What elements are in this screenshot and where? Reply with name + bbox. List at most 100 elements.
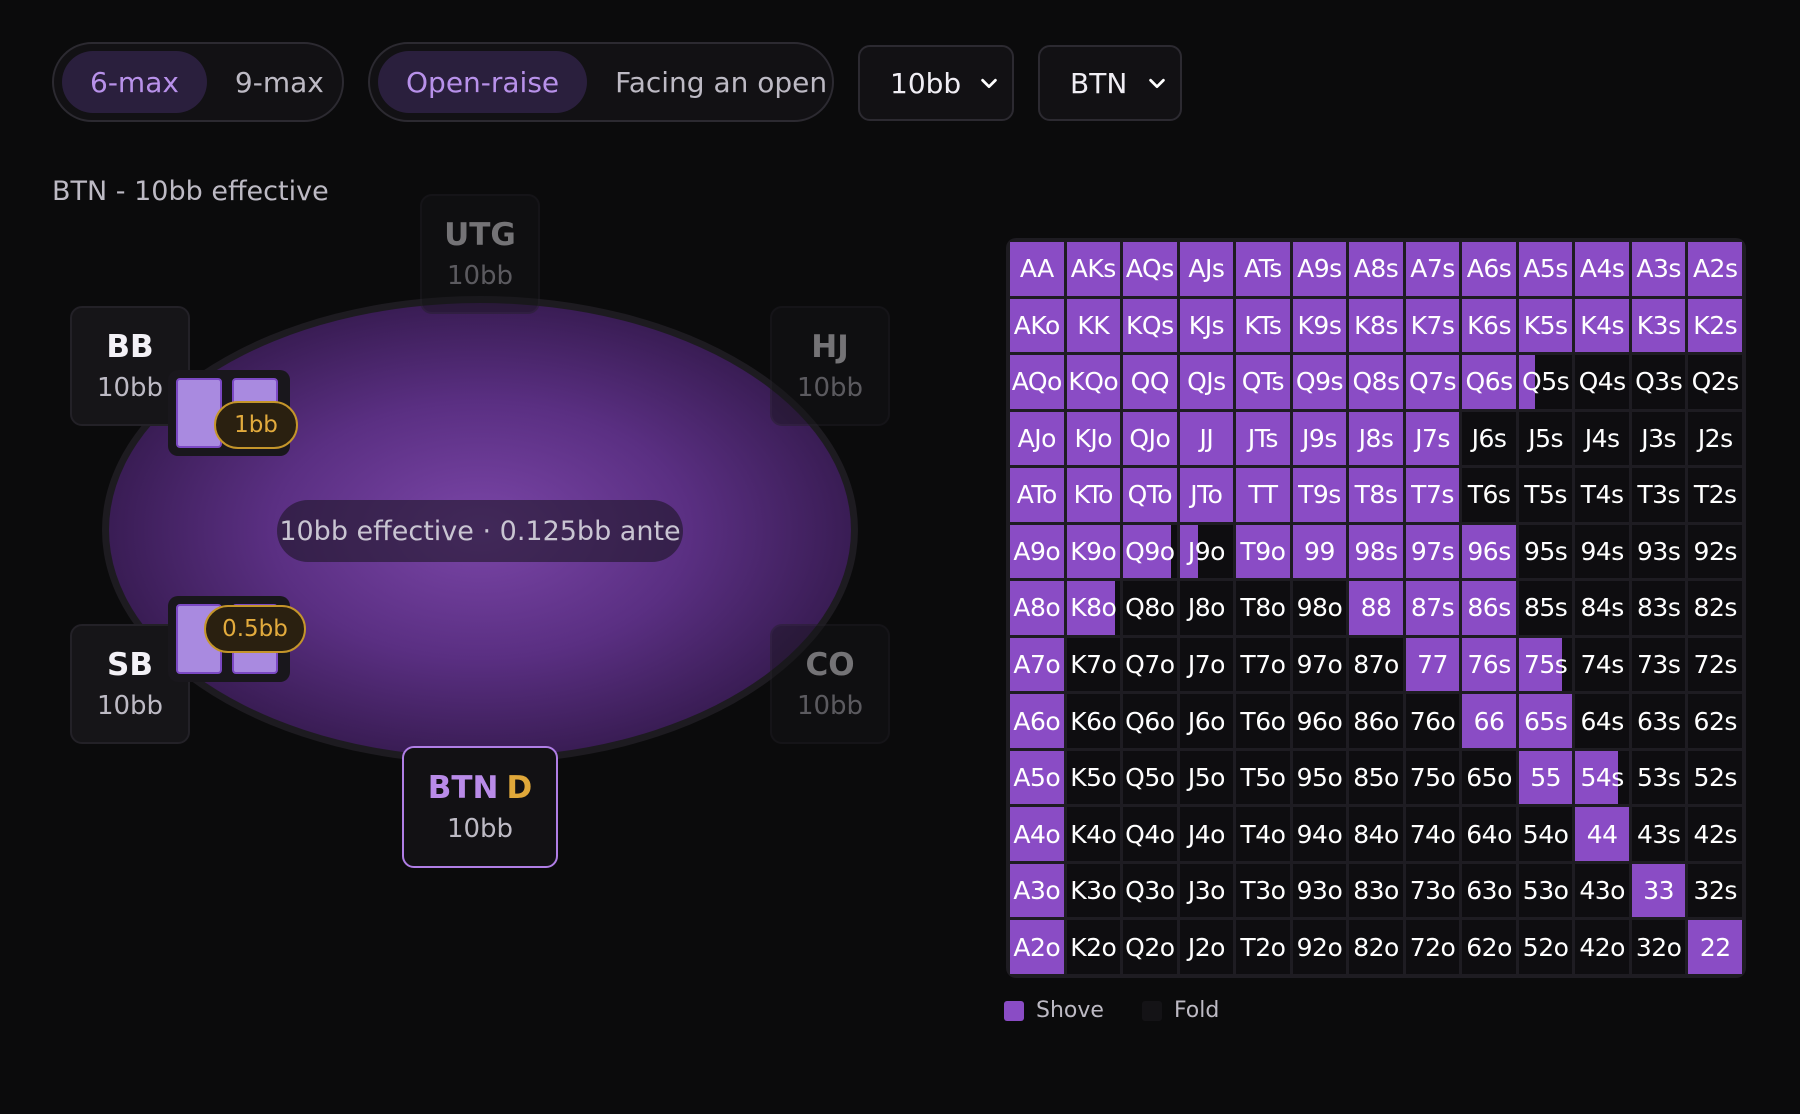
hand-cell-K9s[interactable]: K9s <box>1292 298 1347 353</box>
hand-cell-76s[interactable]: 76s <box>1462 637 1516 692</box>
hand-cell-ATo[interactable]: ATo <box>1010 468 1064 522</box>
hand-cell-Q3o[interactable]: Q3o <box>1123 863 1177 918</box>
hand-cell-Q9s[interactable]: Q9s <box>1292 355 1347 409</box>
hand-cell-KTo[interactable]: KTo <box>1066 468 1121 522</box>
hand-cell-KTs[interactable]: KTs <box>1236 298 1290 353</box>
seat-btn-hero[interactable]: BTN D 10bb <box>402 746 558 868</box>
hand-cell-53s[interactable]: 53s <box>1631 750 1686 805</box>
hand-cell-A6s[interactable]: A6s <box>1462 242 1516 296</box>
hand-cell-76o[interactable]: 76o <box>1405 694 1460 748</box>
hand-cell-Q4o[interactable]: Q4o <box>1123 807 1177 861</box>
hand-cell-AJo[interactable]: AJo <box>1010 411 1064 466</box>
stack-size-select[interactable]: 10bb <box>858 45 1014 121</box>
hand-cell-65o[interactable]: 65o <box>1462 750 1516 805</box>
hand-cell-74o[interactable]: 74o <box>1405 807 1460 861</box>
hand-cell-KJo[interactable]: KJo <box>1066 411 1121 466</box>
hand-cell-J7s[interactable]: J7s <box>1405 411 1460 466</box>
seat-bb[interactable]: BB 10bb <box>70 306 190 426</box>
hand-cell-82s[interactable]: 82s <box>1688 581 1742 635</box>
hand-cell-53o[interactable]: 53o <box>1518 863 1573 918</box>
hand-cell-52s[interactable]: 52s <box>1688 750 1742 805</box>
hand-cell-K6o[interactable]: K6o <box>1066 694 1121 748</box>
hand-cell-J9o[interactable]: J9o <box>1179 524 1234 579</box>
hand-cell-T7o[interactable]: T7o <box>1236 637 1290 692</box>
hand-cell-43o[interactable]: 43o <box>1575 863 1629 918</box>
hand-cell-Q2o[interactable]: Q2o <box>1123 920 1177 974</box>
hand-cell-K5s[interactable]: K5s <box>1518 298 1573 353</box>
hand-cell-K3s[interactable]: K3s <box>1631 298 1686 353</box>
hand-cell-Q7s[interactable]: Q7s <box>1405 355 1460 409</box>
hand-cell-A2o[interactable]: A2o <box>1010 920 1064 974</box>
hand-cell-62o[interactable]: 62o <box>1462 920 1516 974</box>
hand-cell-Q8s[interactable]: Q8s <box>1349 355 1403 409</box>
hand-cell-JTs[interactable]: JTs <box>1236 411 1290 466</box>
hand-cell-87s[interactable]: 87s <box>1405 581 1460 635</box>
hand-cell-63o[interactable]: 63o <box>1462 863 1516 918</box>
hand-cell-A3o[interactable]: A3o <box>1010 863 1064 918</box>
hand-cell-93o[interactable]: 93o <box>1292 863 1347 918</box>
hand-cell-T4s[interactable]: T4s <box>1575 468 1629 522</box>
hand-cell-J8s[interactable]: J8s <box>1349 411 1403 466</box>
hand-cell-T4o[interactable]: T4o <box>1236 807 1290 861</box>
hand-cell-T3s[interactable]: T3s <box>1631 468 1686 522</box>
hand-cell-66[interactable]: 66 <box>1462 694 1516 748</box>
hand-cell-J5o[interactable]: J5o <box>1179 750 1234 805</box>
hand-cell-Q3s[interactable]: Q3s <box>1631 355 1686 409</box>
hand-cell-Q6o[interactable]: Q6o <box>1123 694 1177 748</box>
hand-cell-AKo[interactable]: AKo <box>1010 298 1064 353</box>
hand-cell-94s[interactable]: 94s <box>1575 524 1629 579</box>
hand-cell-T5o[interactable]: T5o <box>1236 750 1290 805</box>
hand-cell-AQo[interactable]: AQo <box>1010 355 1064 409</box>
hand-cell-Q8o[interactable]: Q8o <box>1123 581 1177 635</box>
option-open-raise[interactable]: Open-raise <box>378 51 588 113</box>
hand-cell-42s[interactable]: 42s <box>1688 807 1742 861</box>
hand-cell-22[interactable]: 22 <box>1688 920 1742 974</box>
hand-cell-64s[interactable]: 64s <box>1575 694 1629 748</box>
hand-cell-QTo[interactable]: QTo <box>1123 468 1177 522</box>
hand-cell-96o[interactable]: 96o <box>1292 694 1347 748</box>
hand-cell-95o[interactable]: 95o <box>1292 750 1347 805</box>
hand-cell-72s[interactable]: 72s <box>1688 637 1742 692</box>
hand-cell-84o[interactable]: 84o <box>1349 807 1403 861</box>
hand-cell-K4o[interactable]: K4o <box>1066 807 1121 861</box>
hand-cell-Q5o[interactable]: Q5o <box>1123 750 1177 805</box>
hand-cell-86o[interactable]: 86o <box>1349 694 1403 748</box>
hand-cell-98o[interactable]: 98o <box>1292 581 1347 635</box>
hand-cell-K8s[interactable]: K8s <box>1349 298 1403 353</box>
hand-cell-A2s[interactable]: A2s <box>1688 242 1742 296</box>
hand-cell-99[interactable]: 99 <box>1292 524 1347 579</box>
hand-cell-63s[interactable]: 63s <box>1631 694 1686 748</box>
hand-cell-A3s[interactable]: A3s <box>1631 242 1686 296</box>
position-select[interactable]: BTN <box>1038 45 1182 121</box>
hand-cell-QJo[interactable]: QJo <box>1123 411 1177 466</box>
hand-cell-T2o[interactable]: T2o <box>1236 920 1290 974</box>
hand-cell-KJs[interactable]: KJs <box>1179 298 1234 353</box>
hand-cell-Q2s[interactable]: Q2s <box>1688 355 1742 409</box>
hand-cell-A9s[interactable]: A9s <box>1292 242 1347 296</box>
hand-cell-A9o[interactable]: A9o <box>1010 524 1064 579</box>
hand-cell-J7o[interactable]: J7o <box>1179 637 1234 692</box>
hand-cell-KK[interactable]: KK <box>1066 298 1121 353</box>
option-facing-an-open[interactable]: Facing an open <box>615 65 828 99</box>
hand-cell-87o[interactable]: 87o <box>1349 637 1403 692</box>
hand-cell-32o[interactable]: 32o <box>1631 920 1686 974</box>
hand-cell-44[interactable]: 44 <box>1575 807 1629 861</box>
hand-cell-J6s[interactable]: J6s <box>1462 411 1516 466</box>
hand-cell-85s[interactable]: 85s <box>1518 581 1573 635</box>
hand-cell-85o[interactable]: 85o <box>1349 750 1403 805</box>
hand-cell-K7o[interactable]: K7o <box>1066 637 1121 692</box>
hand-cell-84s[interactable]: 84s <box>1575 581 1629 635</box>
hand-cell-A4s[interactable]: A4s <box>1575 242 1629 296</box>
hand-cell-K7s[interactable]: K7s <box>1405 298 1460 353</box>
hand-cell-A5s[interactable]: A5s <box>1518 242 1573 296</box>
hand-cell-97s[interactable]: 97s <box>1405 524 1460 579</box>
hand-cell-A8s[interactable]: A8s <box>1349 242 1403 296</box>
hand-cell-T6o[interactable]: T6o <box>1236 694 1290 748</box>
hand-cell-A6o[interactable]: A6o <box>1010 694 1064 748</box>
hand-cell-T9o[interactable]: T9o <box>1236 524 1290 579</box>
hand-cell-T8s[interactable]: T8s <box>1349 468 1403 522</box>
hand-cell-65s[interactable]: 65s <box>1518 694 1573 748</box>
hand-cell-A8o[interactable]: A8o <box>1010 581 1064 635</box>
hand-cell-QQ[interactable]: QQ <box>1123 355 1177 409</box>
seat-hj[interactable]: HJ 10bb <box>770 306 890 426</box>
